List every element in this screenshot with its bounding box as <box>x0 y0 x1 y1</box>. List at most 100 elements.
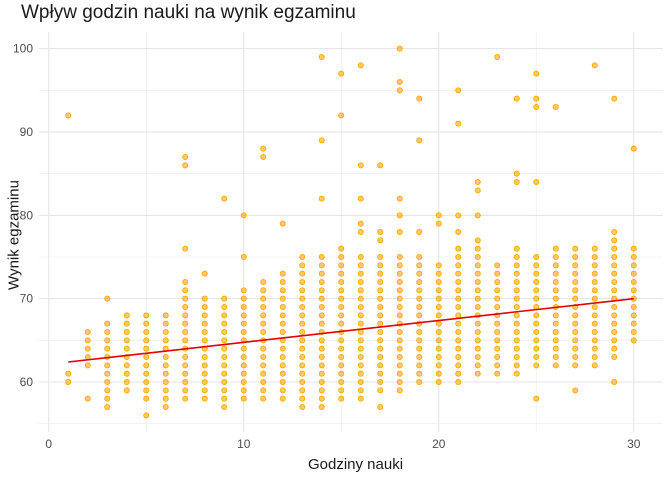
data-point <box>260 345 267 352</box>
data-point <box>123 312 130 319</box>
data-point <box>104 295 111 302</box>
data-point <box>611 278 618 285</box>
data-point <box>416 95 423 102</box>
data-point <box>630 337 637 344</box>
data-point <box>143 337 150 344</box>
data-point <box>318 278 325 285</box>
x-tick-label: 10 <box>237 437 251 451</box>
data-point <box>338 278 345 285</box>
data-point <box>357 320 364 327</box>
data-point <box>279 312 286 319</box>
chart-title: Wpływ godzin nauki na wynik egzaminu <box>21 2 356 23</box>
data-point <box>552 262 559 269</box>
data-point <box>533 320 540 327</box>
data-point <box>474 362 481 369</box>
data-point <box>279 320 286 327</box>
data-point <box>396 370 403 377</box>
data-point <box>611 303 618 310</box>
data-point <box>357 387 364 394</box>
data-point <box>84 337 91 344</box>
data-point <box>182 287 189 294</box>
data-point <box>338 370 345 377</box>
data-point <box>299 395 306 402</box>
data-point <box>260 145 267 152</box>
data-point <box>240 253 247 260</box>
y-axis-label: Wynik egzaminu <box>5 180 23 290</box>
data-point <box>513 312 520 319</box>
data-point <box>396 195 403 202</box>
x-tick-label: 20 <box>432 437 446 451</box>
data-point <box>474 278 481 285</box>
x-tick-label: 0 <box>45 437 52 451</box>
data-point <box>357 295 364 302</box>
data-point <box>260 387 267 394</box>
data-point <box>396 79 403 86</box>
data-point <box>377 253 384 260</box>
data-point <box>455 228 462 235</box>
data-point <box>552 362 559 369</box>
grid-lines <box>39 32 663 432</box>
data-point <box>240 287 247 294</box>
data-point <box>104 328 111 335</box>
data-point <box>240 345 247 352</box>
data-point <box>474 295 481 302</box>
data-point <box>533 353 540 360</box>
x-tick-label: 30 <box>627 437 641 451</box>
data-point <box>435 270 442 277</box>
data-point <box>513 278 520 285</box>
data-point <box>318 312 325 319</box>
data-point <box>299 353 306 360</box>
data-point <box>572 270 579 277</box>
data-point <box>357 278 364 285</box>
data-point <box>572 278 579 285</box>
data-point <box>143 378 150 385</box>
data-point <box>279 303 286 310</box>
data-point <box>182 303 189 310</box>
data-point <box>338 395 345 402</box>
data-point <box>299 278 306 285</box>
data-point <box>416 328 423 335</box>
data-point <box>299 262 306 269</box>
data-point <box>611 378 618 385</box>
data-point <box>396 262 403 269</box>
data-point <box>162 387 169 394</box>
data-point <box>84 362 91 369</box>
data-point <box>299 320 306 327</box>
data-point <box>123 320 130 327</box>
data-point <box>318 353 325 360</box>
data-point <box>123 387 130 394</box>
data-point <box>513 345 520 352</box>
data-point <box>572 295 579 302</box>
data-point <box>552 337 559 344</box>
data-point <box>182 370 189 377</box>
data-point <box>630 303 637 310</box>
data-point <box>240 387 247 394</box>
data-point <box>240 312 247 319</box>
data-point <box>162 320 169 327</box>
data-point <box>513 287 520 294</box>
data-point <box>279 278 286 285</box>
data-point <box>123 337 130 344</box>
data-point <box>221 387 228 394</box>
data-point <box>572 287 579 294</box>
data-point <box>416 345 423 352</box>
data-point <box>357 262 364 269</box>
data-point <box>201 320 208 327</box>
data-point <box>377 287 384 294</box>
data-point <box>377 353 384 360</box>
data-point <box>260 287 267 294</box>
data-point <box>552 312 559 319</box>
data-point <box>377 228 384 235</box>
data-point <box>338 353 345 360</box>
data-point <box>260 295 267 302</box>
data-point <box>474 370 481 377</box>
data-point <box>318 137 325 144</box>
data-point <box>474 320 481 327</box>
data-point <box>299 312 306 319</box>
data-point <box>299 303 306 310</box>
data-point <box>435 312 442 319</box>
data-point <box>162 403 169 410</box>
data-point <box>474 345 481 352</box>
data-point <box>474 328 481 335</box>
data-point <box>318 378 325 385</box>
